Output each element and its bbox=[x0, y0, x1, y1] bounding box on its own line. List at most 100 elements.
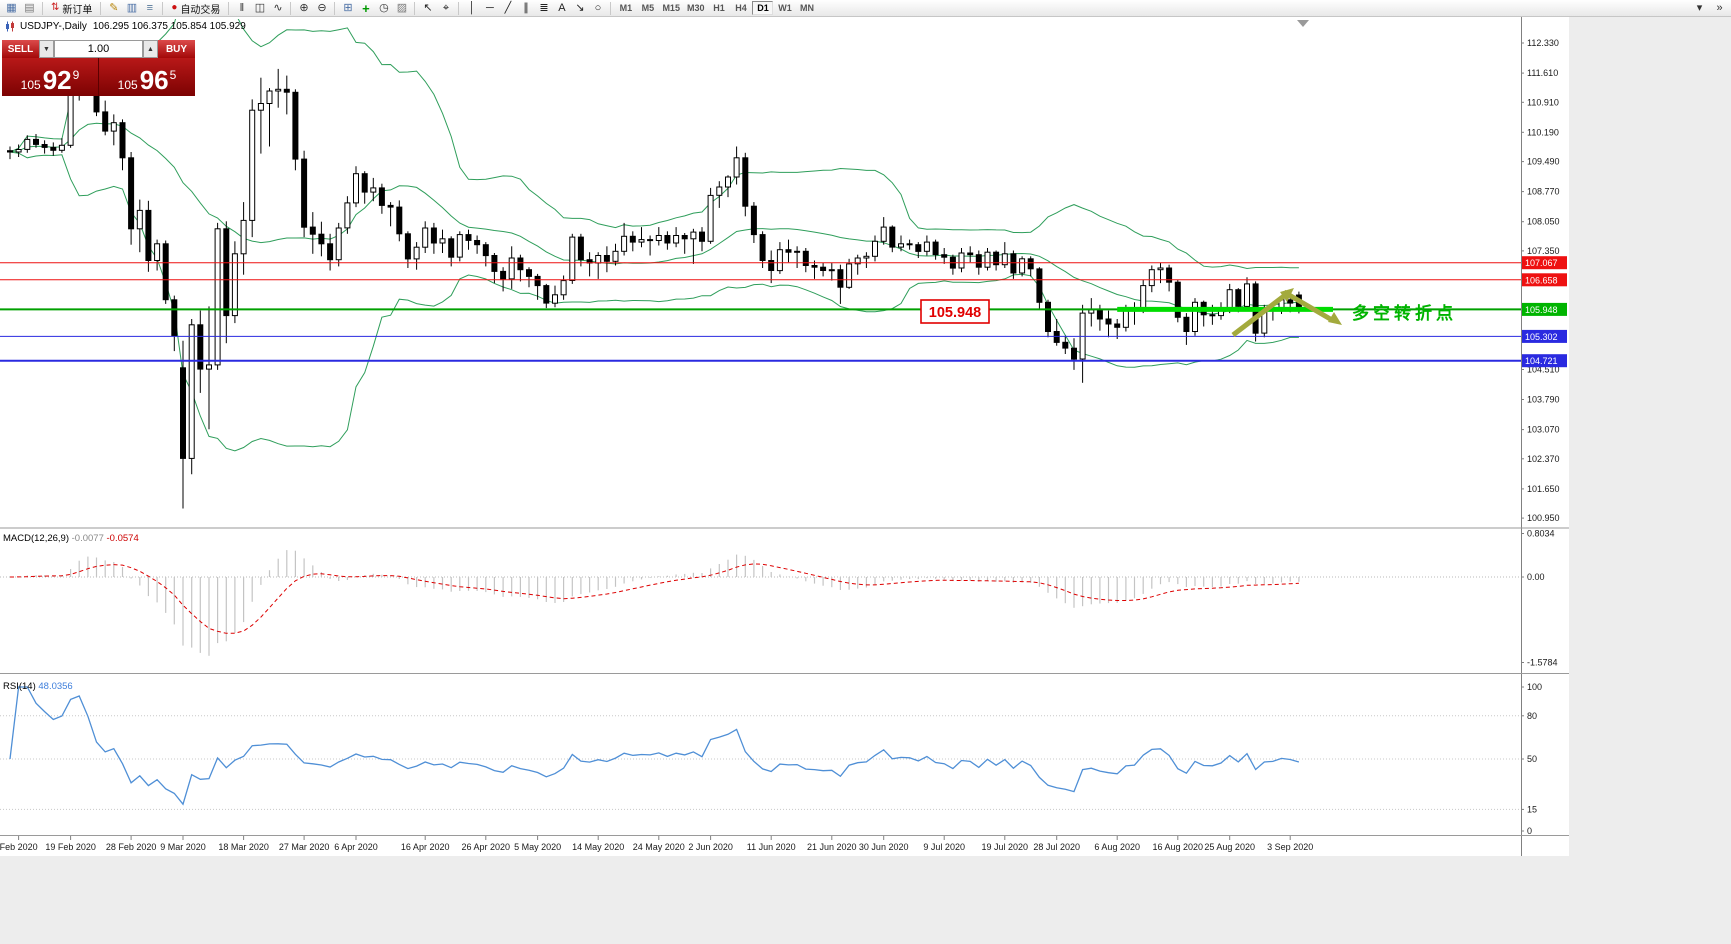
vertical-line-icon[interactable]: │ bbox=[468, 1, 476, 14]
svg-text:105.948: 105.948 bbox=[1525, 305, 1558, 315]
rsi-line bbox=[9, 686, 1300, 806]
chart-shift-marker[interactable] bbox=[1297, 20, 1309, 27]
zoom-in-icon[interactable]: ⊕ bbox=[299, 1, 309, 14]
volume-decrease-button[interactable]: ▼ bbox=[39, 40, 54, 58]
indicators-add-icon[interactable]: + bbox=[362, 0, 370, 16]
line-chart-icon[interactable]: ∿ bbox=[273, 1, 283, 14]
svg-text:111.610: 111.610 bbox=[1527, 68, 1558, 78]
chart-canvas[interactable]: 105.948 多空转折点 112.330 111.610 110.910 110.190… bbox=[0, 17, 1569, 856]
date-label: 21 Jun 2020 bbox=[807, 842, 857, 852]
fibonacci-icon[interactable]: ≣ bbox=[539, 1, 549, 14]
rsi-axis-label: 80 bbox=[1527, 711, 1537, 721]
date-label: 16 Aug 2020 bbox=[1153, 842, 1204, 852]
new-order-label: 新订单 bbox=[62, 4, 93, 16]
cursor-icon[interactable]: ↖ bbox=[423, 1, 433, 14]
date-label: 6 Aug 2020 bbox=[1094, 842, 1140, 852]
timeframe-m30[interactable]: M30 bbox=[686, 3, 705, 13]
date-label: 19 Jul 2020 bbox=[982, 842, 1029, 852]
sell-price-sup: 9 bbox=[72, 68, 80, 82]
svg-text:105.948: 105.948 bbox=[929, 305, 981, 321]
price-callout[interactable]: 105.948 bbox=[920, 299, 990, 324]
price-axis-labels[interactable]: 112.330 111.610 110.910 110.190 109.490 108.7… bbox=[1521, 38, 1560, 523]
horizontal-line-icon[interactable]: ─ bbox=[486, 1, 494, 14]
periods-icon[interactable]: ◷ bbox=[379, 1, 389, 14]
symbol-timeframe-text: USDJPY-,Daily bbox=[20, 21, 87, 32]
one-click-price-row: 105 92 9 105 96 5 bbox=[2, 58, 195, 96]
volume-increase-button[interactable]: ▲ bbox=[143, 40, 158, 58]
buy-price-display[interactable]: 105 96 5 bbox=[99, 58, 195, 96]
arrows-tool-icon[interactable]: ↘ bbox=[575, 1, 585, 14]
turning-point-label[interactable]: 多空转折点 bbox=[1352, 303, 1457, 323]
data-window-icon[interactable]: ▥ bbox=[126, 1, 138, 14]
rsi-axis-label: 15 bbox=[1527, 804, 1537, 814]
date-label: 16 Apr 2020 bbox=[401, 842, 450, 852]
autotrading-button[interactable]: ● 自动交易 bbox=[167, 1, 224, 16]
timeframe-m15[interactable]: M15 bbox=[662, 3, 680, 13]
date-label: 5 May 2020 bbox=[514, 842, 561, 852]
toolbar-customize-icon[interactable]: ▾ bbox=[1696, 1, 1703, 14]
macd-axis-label: 0.8034 bbox=[1527, 529, 1555, 539]
timeframe-d1[interactable]: D1 bbox=[752, 1, 774, 15]
candles-layer bbox=[7, 47, 1302, 509]
date-label: 18 Mar 2020 bbox=[218, 842, 269, 852]
volume-input[interactable] bbox=[54, 40, 143, 58]
timeframe-mn[interactable]: MN bbox=[799, 3, 814, 13]
timeframe-m1[interactable]: M1 bbox=[619, 3, 633, 13]
price-tag-105.302: 105.302 bbox=[1522, 329, 1567, 343]
toolbar-overflow-icon[interactable]: » bbox=[1716, 1, 1723, 14]
toolbar-separator bbox=[610, 1, 612, 15]
date-label: 11 Jun 2020 bbox=[747, 842, 796, 852]
price-tag-104.721: 104.721 bbox=[1522, 354, 1567, 368]
text-tool-icon[interactable]: A bbox=[558, 1, 566, 14]
sell-price-big: 92 bbox=[42, 64, 72, 95]
one-click-top-row: SELL ▼ ▲ BUY bbox=[2, 40, 195, 58]
tile-windows-icon[interactable]: ⊞ bbox=[343, 1, 353, 14]
toolbar-separator bbox=[458, 1, 460, 15]
sell-button[interactable]: SELL bbox=[2, 40, 39, 58]
timeframe-h1[interactable]: H1 bbox=[713, 3, 725, 13]
timeframe-h4[interactable]: H4 bbox=[735, 3, 747, 13]
buy-button[interactable]: BUY bbox=[158, 40, 195, 58]
macd-signal-line bbox=[9, 563, 1299, 634]
toolbar-groups: ▦ ▤ ⇅ 新订单 ✎ ▥ ≡ ● 自动交易 ‖ ◫ ∿ ⊕ ⊖ ⊞ + ◷ ▨ ↖ ⌖ │ ─ ╱ ∥ ≣ A ↘ ○ M1 M5 M15… bbox=[3, 1, 817, 16]
profiles-icon[interactable]: ▤ bbox=[24, 1, 35, 14]
chart-icon bbox=[6, 21, 14, 32]
trendline-icon[interactable]: ╱ bbox=[504, 1, 512, 14]
chart-window: 105.948 多空转折点 112.330 111.610 110.910 110.190… bbox=[0, 17, 1569, 856]
toolbar-separator bbox=[334, 1, 336, 15]
sell-price-display[interactable]: 105 92 9 bbox=[2, 58, 99, 96]
date-label: 3 Sep 2020 bbox=[1267, 842, 1313, 852]
new-chart-icon[interactable]: ▦ bbox=[6, 1, 17, 14]
timeframe-w1[interactable]: W1 bbox=[778, 3, 792, 13]
time-axis[interactable]: Feb 2020 19 Feb 2020 28 Feb 2020 9 Mar 2020… bbox=[0, 836, 1313, 852]
trend-arrows[interactable] bbox=[1231, 288, 1342, 337]
date-label: 2 Jun 2020 bbox=[688, 842, 733, 852]
templates-icon[interactable]: ▨ bbox=[396, 1, 408, 14]
date-label: 26 Apr 2020 bbox=[462, 842, 511, 852]
metaeditor-icon[interactable]: ✎ bbox=[109, 1, 119, 14]
new-order-button[interactable]: ⇅ 新订单 bbox=[47, 1, 96, 16]
svg-text:104.510: 104.510 bbox=[1527, 365, 1560, 375]
svg-text:106.658: 106.658 bbox=[1525, 275, 1558, 285]
shapes-icon[interactable]: ○ bbox=[594, 1, 602, 14]
svg-text:103.790: 103.790 bbox=[1527, 395, 1560, 405]
date-label: Feb 2020 bbox=[0, 842, 38, 852]
crosshair-icon[interactable]: ⌖ bbox=[442, 1, 450, 14]
rsi-levels bbox=[0, 715, 1519, 810]
candle-chart-icon[interactable]: ◫ bbox=[254, 1, 266, 14]
svg-text:107.067: 107.067 bbox=[1525, 258, 1558, 268]
symbol-label: USDJPY-,Daily 106.295 106.375 105.854 10… bbox=[5, 21, 246, 32]
toolbar-separator bbox=[228, 1, 230, 15]
macd-histogram bbox=[18, 550, 1300, 656]
zoom-out-icon[interactable]: ⊖ bbox=[317, 1, 327, 14]
date-label: 25 Aug 2020 bbox=[1204, 842, 1255, 852]
date-label: 9 Mar 2020 bbox=[160, 842, 206, 852]
rsi-label: RSI(14) 48.0356 bbox=[3, 681, 73, 692]
timeframe-m5[interactable]: M5 bbox=[641, 3, 655, 13]
date-label: 28 Jul 2020 bbox=[1033, 842, 1080, 852]
date-label: 24 May 2020 bbox=[633, 842, 685, 852]
channel-icon[interactable]: ∥ bbox=[523, 1, 529, 14]
navigator-icon[interactable]: ≡ bbox=[146, 1, 154, 14]
bar-chart-icon[interactable]: ‖ bbox=[239, 1, 245, 14]
